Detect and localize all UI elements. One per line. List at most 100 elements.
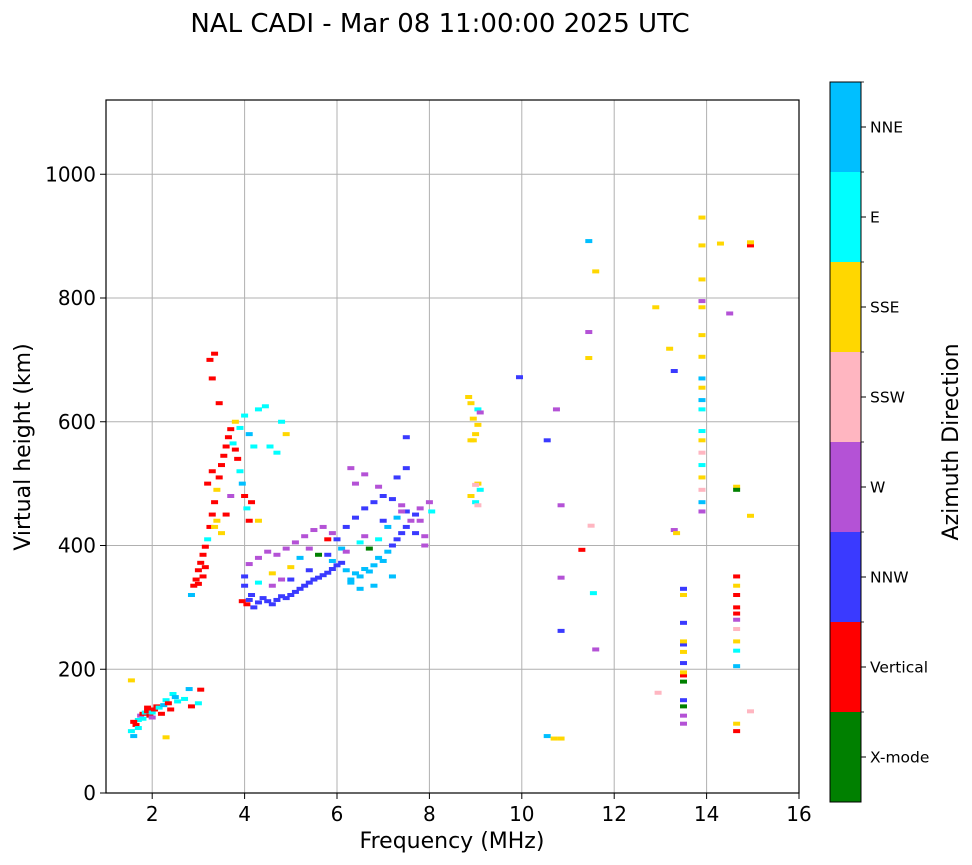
data-point [421,534,429,539]
colorbar-segment [830,82,861,172]
x-tick-label: 4 [238,802,251,826]
data-point [592,269,600,274]
data-point [220,453,228,458]
data-point [245,432,253,437]
y-axis-label: Virtual height (km) [11,343,36,550]
data-point [201,565,209,570]
data-point [698,354,706,359]
data-point [204,481,212,486]
data-point [698,398,706,403]
data-point [264,549,272,554]
x-tick-label: 2 [146,802,159,826]
data-point [698,463,706,468]
data-point [250,605,258,610]
data-point [181,696,189,701]
data-point [476,410,484,415]
data-point [229,441,237,446]
data-point [296,555,304,560]
data-point [733,487,741,492]
data-point [273,597,281,602]
data-point [361,567,369,572]
data-point [351,481,359,486]
colorbar-title: Azimuth Direction [939,343,964,540]
data-point [654,690,662,695]
data-point [287,565,295,570]
data-point [680,698,687,703]
y-tick-label: 0 [83,781,96,805]
data-point [474,407,482,412]
data-point [412,531,420,536]
data-point [733,627,741,632]
data-point [164,701,172,706]
data-point [254,518,262,523]
data-point [241,583,249,588]
data-point [680,620,687,625]
data-point [585,330,593,335]
data-point [328,567,336,572]
data-point [185,687,193,692]
data-point [211,351,219,356]
data-point [585,239,593,244]
data-point [680,721,687,726]
data-point [393,537,401,542]
data-point [130,719,138,724]
data-point [199,574,207,579]
data-point [733,611,741,616]
data-point [301,534,309,539]
data-point [231,447,239,452]
y-tick-label: 1000 [45,162,96,186]
data-point [268,571,276,576]
data-point [231,419,239,424]
data-point [428,509,436,514]
data-point [680,649,687,654]
data-point [305,546,313,551]
data-point [208,376,216,381]
data-point [206,357,214,362]
data-point [333,563,341,568]
data-point [379,518,387,523]
data-point [187,704,195,709]
data-point [130,734,138,739]
data-point [192,577,200,582]
data-point [587,523,595,528]
data-point [236,469,244,474]
data-point [698,407,706,412]
data-points [127,215,754,741]
data-point [698,299,706,304]
data-point [174,699,182,704]
data-point [398,531,406,536]
data-point [698,333,706,338]
data-point [370,583,378,588]
data-point [680,593,687,597]
data-point [241,574,249,579]
data-point [733,664,741,669]
colorbar-segment [830,442,861,532]
data-point [673,531,681,536]
data-point [680,670,687,675]
data-point [472,500,480,505]
data-point [698,429,706,434]
data-point [416,506,424,511]
data-point [469,416,477,421]
x-axis-ticks: 2 4 6 8 10 12 14 16 [146,793,812,826]
data-point [388,543,396,548]
data-point [224,435,232,440]
colorbar-label: W [870,479,885,497]
data-point [698,487,706,492]
data-point [254,407,262,412]
data-point [592,647,600,652]
data-point [197,687,205,692]
data-point [733,617,741,622]
data-point [474,422,482,427]
data-point [243,602,251,607]
data-point [698,500,706,505]
data-point [218,531,225,536]
data-point [148,710,156,715]
plot-frame [105,99,800,794]
data-point [199,552,207,557]
data-point [215,401,223,406]
data-point [543,734,551,739]
data-point [379,558,387,563]
data-point [315,552,323,557]
